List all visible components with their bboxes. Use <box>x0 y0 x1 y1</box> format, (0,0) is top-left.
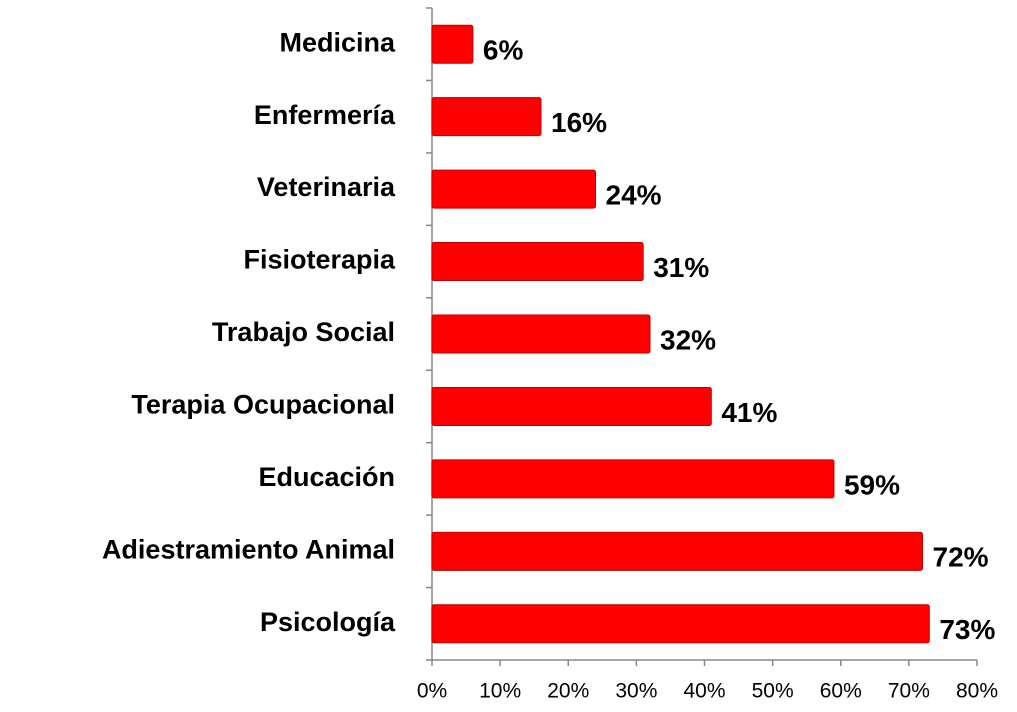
value-label: 59% <box>844 469 900 500</box>
value-label: 16% <box>551 107 607 138</box>
bar <box>431 97 542 137</box>
value-label: 6% <box>483 35 524 66</box>
value-label: 32% <box>660 324 716 355</box>
x-tick-label: 30% <box>615 680 657 703</box>
category-label: Adiestramiento Animal <box>102 534 395 564</box>
value-label: 24% <box>606 180 662 211</box>
category-label: Educación <box>258 462 395 492</box>
bar <box>431 459 835 499</box>
value-label: 31% <box>653 252 709 283</box>
category-label: Fisioterapia <box>243 245 396 275</box>
category-label: Veterinaria <box>257 172 396 202</box>
bar <box>431 24 474 64</box>
x-tick-label: 20% <box>547 680 589 703</box>
bar <box>431 386 712 426</box>
bar <box>431 314 651 354</box>
x-tick-label: 70% <box>888 680 930 703</box>
bar <box>431 242 644 282</box>
category-label: Trabajo Social <box>212 317 395 347</box>
category-label: Psicología <box>260 607 396 637</box>
bar <box>431 531 923 571</box>
x-tick-label: 0% <box>417 680 447 703</box>
bar <box>431 604 930 644</box>
category-label: Terapia Ocupacional <box>131 390 395 420</box>
x-tick-label: 40% <box>683 680 725 703</box>
value-label: 41% <box>721 397 777 428</box>
bar <box>431 169 596 209</box>
x-tick-label: 50% <box>752 680 794 703</box>
category-label: Enfermería <box>254 100 396 130</box>
value-label: 72% <box>933 542 989 573</box>
value-label: 73% <box>939 614 995 645</box>
x-tick-label: 60% <box>820 680 862 703</box>
x-tick-label: 80% <box>956 680 998 703</box>
x-tick-label: 10% <box>479 680 521 703</box>
category-label: Medicina <box>279 27 396 57</box>
